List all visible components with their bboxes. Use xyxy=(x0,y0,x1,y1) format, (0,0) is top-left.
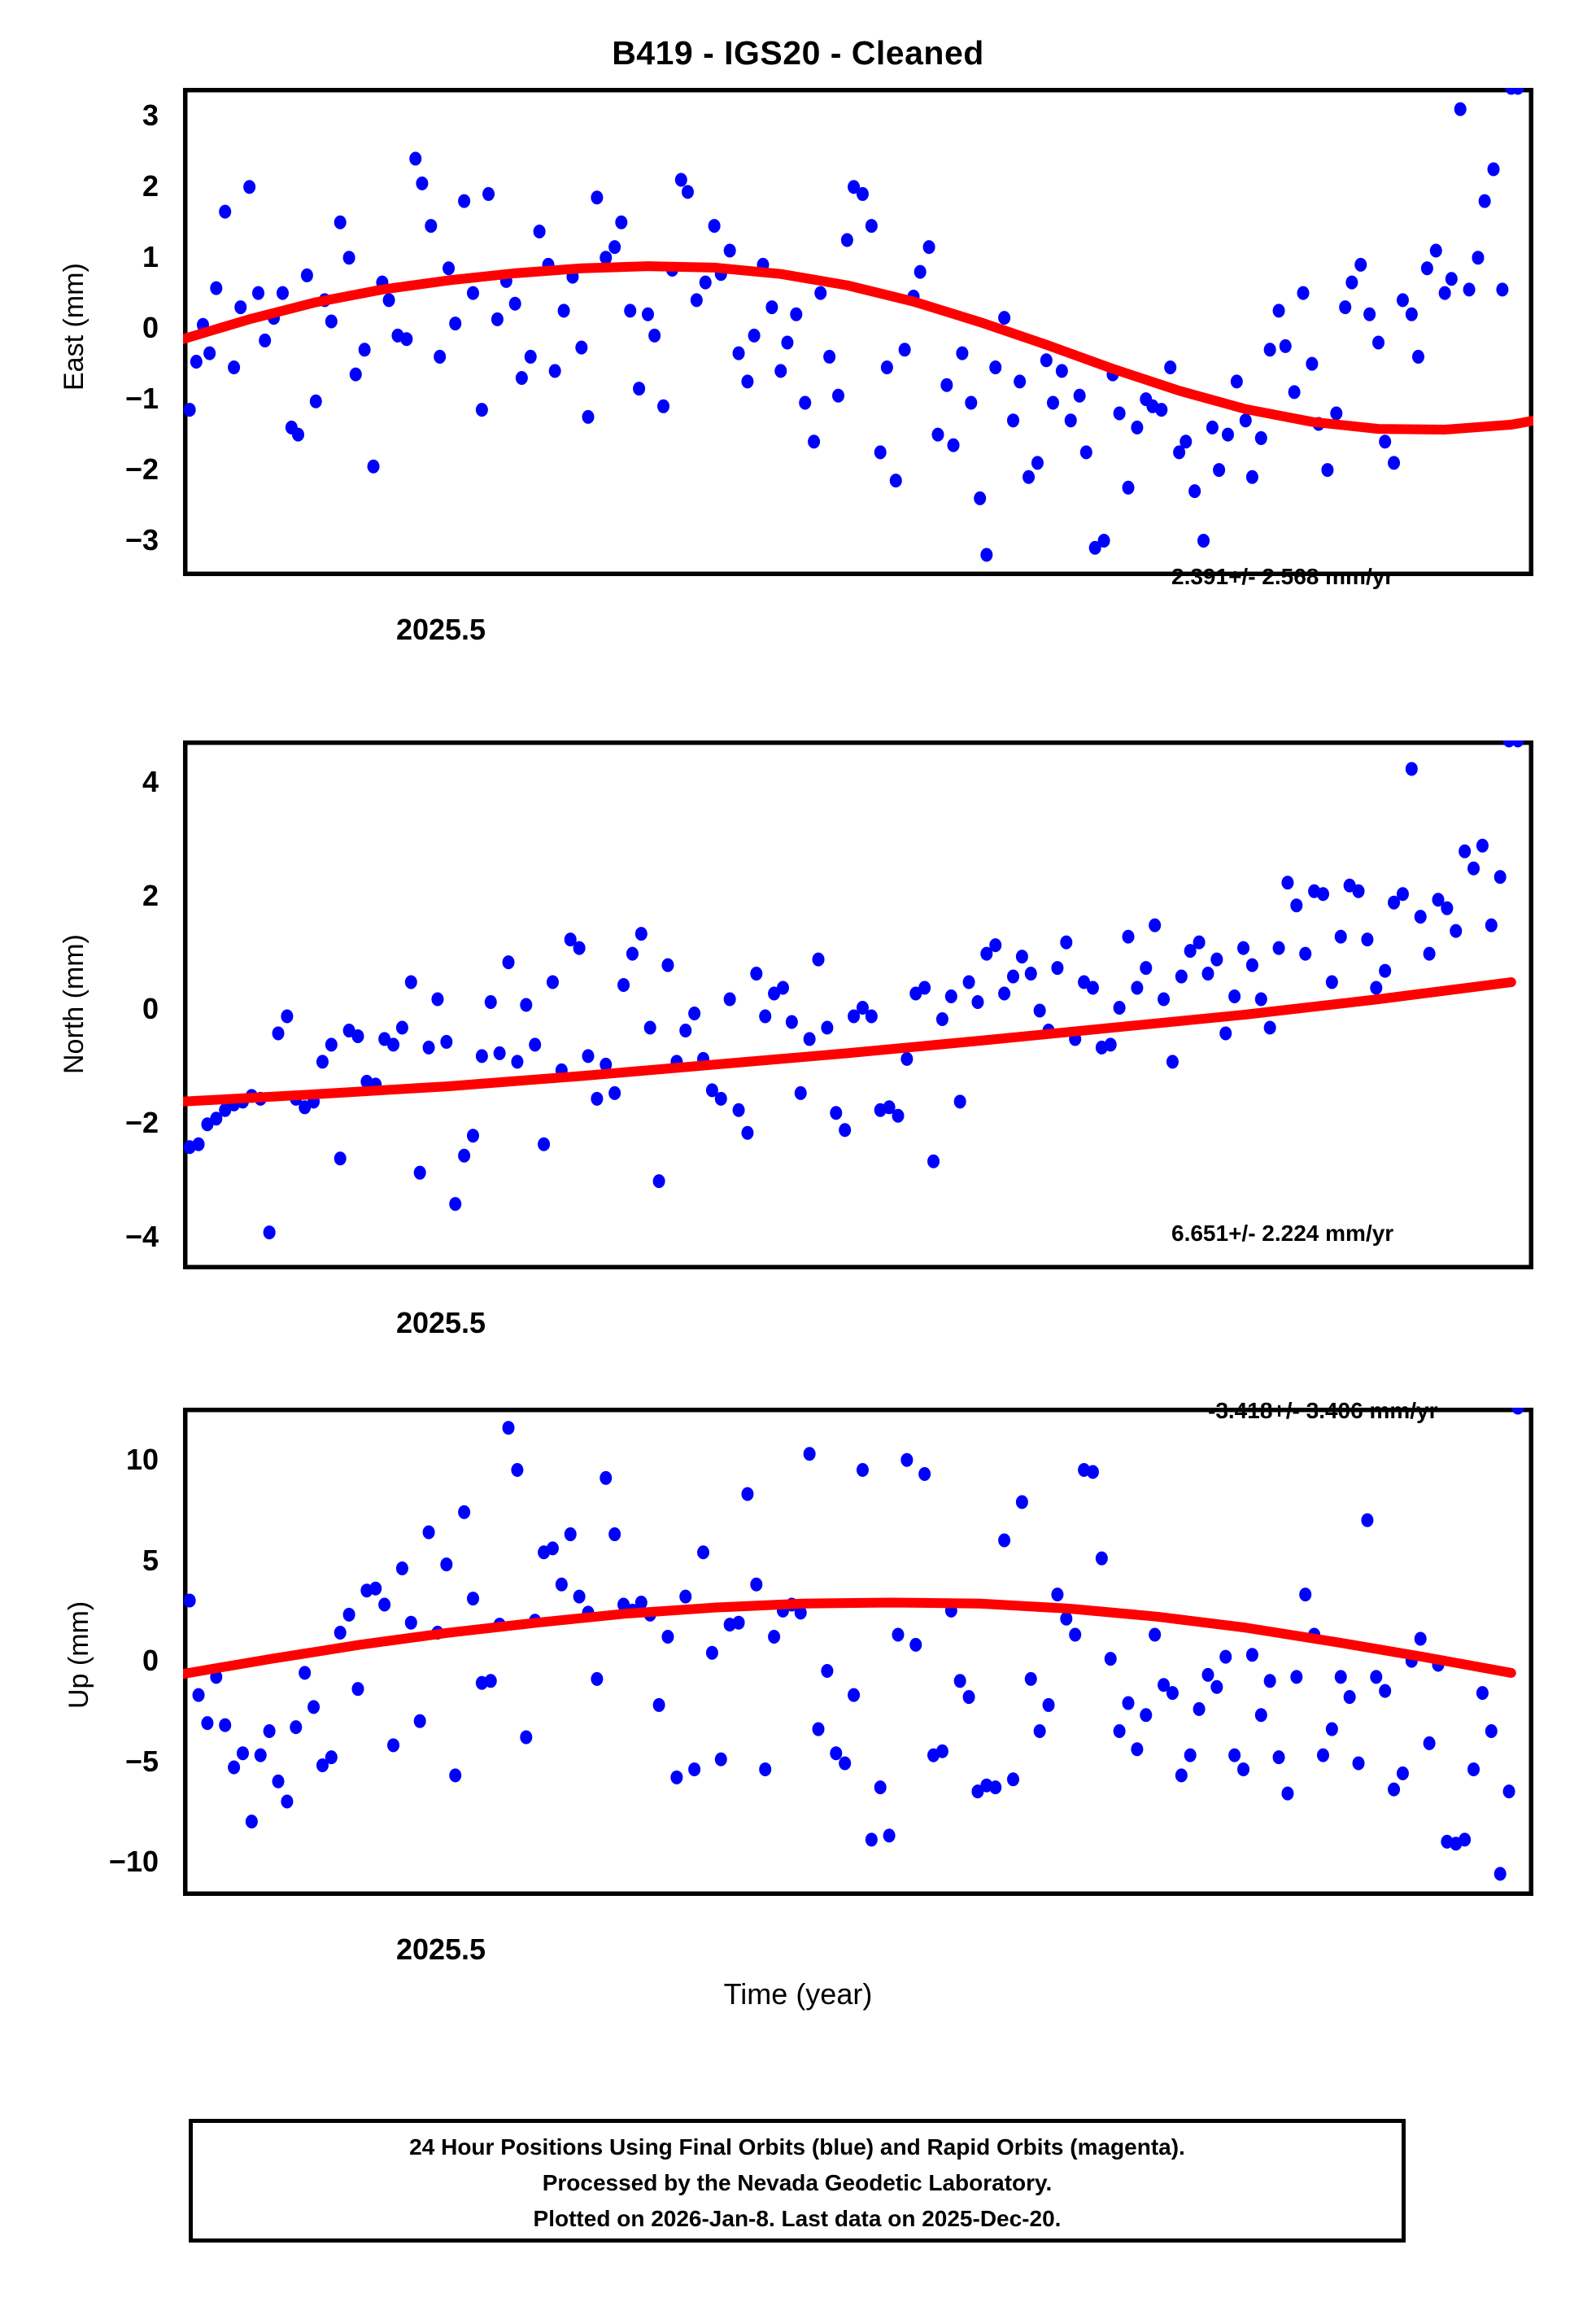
caption-line-2: Processed by the Nevada Geodetic Laborat… xyxy=(542,2170,1053,2195)
east-ytick-label: −2 xyxy=(124,452,159,486)
north-ytick-label: −2 xyxy=(124,1106,159,1140)
north-ytick-label: 2 xyxy=(142,878,159,912)
panel-north xyxy=(183,740,1533,1269)
xaxis-title: Time (year) xyxy=(723,1977,873,2011)
data-points xyxy=(183,740,1524,1240)
north-ytick-label: 4 xyxy=(142,764,159,798)
east-ytick-label: −3 xyxy=(124,522,159,557)
east-xtick-label: 2025.5 xyxy=(395,613,486,646)
up-ytick-label: 5 xyxy=(142,1543,159,1577)
north-ytick-label: −4 xyxy=(124,1220,159,1254)
north-xtick-label: 2025.5 xyxy=(395,1306,486,1339)
caption-line-1: 24 Hour Positions Using Final Orbits (bl… xyxy=(409,2134,1185,2160)
caption-box: 24 Hour Positions Using Final Orbits (bl… xyxy=(189,2119,1406,2243)
east-plot-canvas xyxy=(183,88,1533,576)
up-ytick-label: 0 xyxy=(142,1644,159,1678)
east-ytick-label: −1 xyxy=(124,381,159,415)
up-ytick-label: −10 xyxy=(108,1844,159,1878)
north-plot-canvas xyxy=(183,740,1533,1269)
up-ytick-label: 10 xyxy=(125,1443,159,1477)
up-ytick-label: −5 xyxy=(124,1744,159,1778)
panel-up xyxy=(183,1408,1533,1896)
fit-line xyxy=(183,977,1516,1107)
north-ytick-label: 0 xyxy=(142,992,159,1026)
up-plot-canvas xyxy=(183,1408,1533,1896)
fit-line xyxy=(183,1597,1516,1679)
east-ytick-label: 1 xyxy=(142,240,159,274)
up-rate-annotation: -3.418+/- 3.406 mm/yr xyxy=(1208,1398,1438,1423)
east-ytick-label: 2 xyxy=(142,169,159,203)
plot-frame xyxy=(183,88,1533,576)
east-ytick-label: 0 xyxy=(142,311,159,344)
page-title: B419 - IGS20 - Cleaned xyxy=(612,34,984,72)
plot-frame xyxy=(183,1408,1533,1896)
panel-east xyxy=(183,88,1533,576)
data-points xyxy=(183,1408,1524,1881)
east-ytick-label: 3 xyxy=(142,98,159,133)
east-rate-annotation: 2.391+/- 2.568 mm/yr xyxy=(1171,564,1394,589)
north-rate-annotation: 6.651+/- 2.224 mm/yr xyxy=(1171,1221,1394,1246)
data-points xyxy=(183,88,1524,562)
fit-line xyxy=(183,261,1533,435)
caption-line-3: Plotted on 2026-Jan-8. Last data on 2025… xyxy=(533,2206,1062,2231)
up-xtick-label: 2025.5 xyxy=(395,1933,486,1966)
